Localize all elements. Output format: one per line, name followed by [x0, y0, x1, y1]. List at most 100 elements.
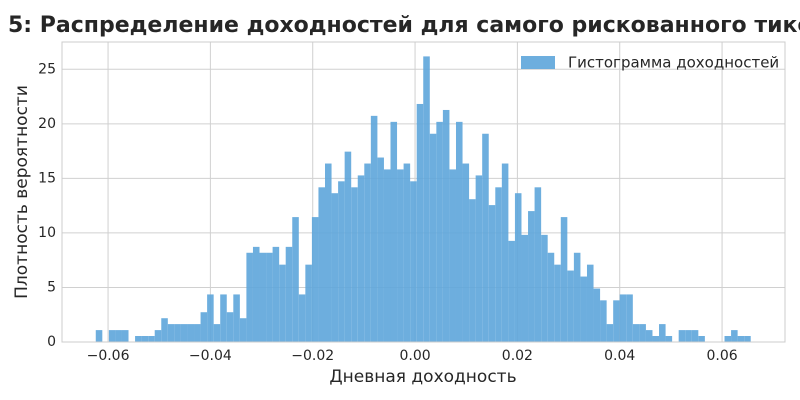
bar	[482, 133, 489, 342]
bar	[423, 56, 430, 343]
bar	[429, 133, 437, 342]
bar	[292, 217, 299, 342]
bar	[488, 205, 496, 342]
bar	[108, 330, 116, 342]
bar	[331, 193, 339, 342]
bar	[475, 175, 483, 342]
bar	[357, 175, 365, 342]
y-tick-label: 0	[47, 334, 56, 350]
bar	[410, 181, 417, 342]
x-tick-label: −0.02	[291, 348, 334, 364]
bar	[508, 240, 515, 342]
x-tick-label: −0.04	[189, 348, 232, 364]
bar	[469, 199, 476, 342]
bar	[534, 187, 542, 342]
bar	[442, 109, 450, 342]
bar	[403, 163, 411, 342]
y-tick-label: 5	[47, 279, 56, 295]
bar	[665, 336, 673, 342]
bar	[639, 324, 646, 342]
bar	[141, 336, 149, 342]
bar	[731, 330, 738, 342]
bar	[586, 264, 594, 342]
bar	[266, 252, 273, 342]
bar	[311, 217, 319, 342]
y-tick-label: 25	[38, 61, 56, 77]
bar	[593, 288, 601, 342]
bar	[285, 246, 293, 342]
y-tick-label: 20	[38, 116, 56, 132]
bar	[691, 330, 699, 342]
bar	[606, 324, 614, 342]
bar	[383, 169, 391, 342]
bar	[187, 324, 195, 342]
legend-label: Гистограмма доходностей	[568, 54, 779, 72]
bar	[698, 336, 705, 342]
bar	[737, 336, 745, 342]
bar	[154, 330, 162, 342]
bar	[521, 234, 529, 342]
bar	[325, 163, 332, 342]
bar	[161, 318, 168, 342]
bar	[226, 312, 234, 342]
bar	[377, 157, 384, 342]
bar	[685, 330, 692, 342]
x-tick-label: 0.06	[706, 348, 737, 364]
bar	[567, 270, 574, 342]
bar	[364, 163, 371, 342]
legend: Гистограмма доходностей	[521, 54, 779, 72]
bar	[370, 115, 378, 342]
bar	[351, 187, 358, 342]
bar	[279, 264, 286, 342]
bar	[678, 330, 686, 342]
bar	[259, 252, 267, 342]
bar	[560, 217, 568, 342]
bar	[462, 163, 470, 342]
bar	[95, 330, 103, 342]
plot-frame	[61, 41, 786, 343]
bar	[659, 324, 666, 342]
bar	[207, 294, 214, 342]
bar	[645, 330, 653, 342]
bar	[272, 246, 280, 342]
bar	[180, 324, 188, 342]
bar	[344, 151, 352, 342]
bar	[239, 318, 247, 342]
x-tick-label: 0.04	[604, 348, 635, 364]
bar	[613, 300, 620, 342]
chart-title: 5: Распределение доходностей для самого …	[8, 13, 800, 38]
bar	[390, 121, 398, 342]
bar	[397, 169, 404, 342]
bar	[626, 294, 633, 342]
x-tick-label: −0.06	[87, 348, 130, 364]
bar	[174, 324, 181, 342]
bar	[167, 324, 175, 342]
bar	[298, 294, 306, 342]
bar	[246, 252, 253, 342]
bar	[554, 264, 561, 342]
bar	[233, 294, 240, 342]
bar	[455, 121, 463, 342]
bar	[744, 336, 751, 342]
y-tick-label: 10	[38, 225, 56, 241]
y-axis-label: Плотность вероятности	[12, 85, 32, 299]
bar	[619, 294, 627, 342]
bar	[514, 193, 522, 342]
legend-swatch	[521, 56, 555, 69]
bar	[600, 300, 607, 342]
bar	[252, 246, 260, 342]
bar	[338, 181, 345, 342]
bar	[115, 330, 122, 342]
bar	[724, 336, 732, 342]
bar	[148, 336, 155, 342]
bar	[213, 324, 221, 342]
bar	[547, 252, 555, 342]
bar	[580, 276, 587, 342]
bar	[135, 336, 142, 342]
bar	[632, 324, 640, 342]
bar	[121, 330, 129, 342]
x-tick-label: 0.00	[399, 348, 430, 364]
bar	[541, 234, 548, 342]
bar	[436, 121, 443, 342]
